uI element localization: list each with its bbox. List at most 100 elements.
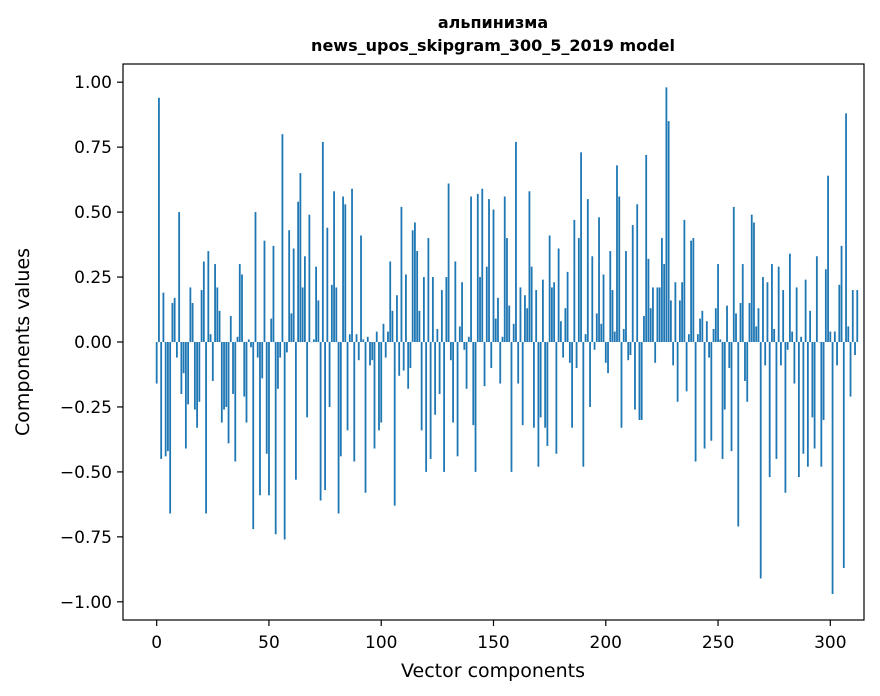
bar-280: [784, 342, 787, 493]
bar-215: [638, 342, 641, 420]
bar-121: [427, 238, 430, 342]
bar-71: [315, 266, 318, 342]
bar-263: [746, 342, 749, 402]
bar-57: [283, 342, 286, 540]
bar-133: [454, 261, 457, 342]
bar-143: [476, 193, 479, 342]
bar-171: [539, 342, 542, 418]
bar-251: [719, 339, 722, 342]
y-axis-ticks: −1.00 −0.75 −0.50 −0.25 0.00 0.25 0.50 0.75 1.00: [60, 73, 123, 613]
bar-185: [571, 342, 573, 428]
bar-266: [753, 222, 755, 342]
bar-161: [517, 342, 520, 384]
bar-82: [339, 342, 342, 457]
bar-180: [559, 321, 562, 342]
bar-102: [384, 342, 387, 358]
bar-105: [391, 310, 394, 342]
y-tick-label: 0.25: [74, 268, 112, 288]
bar-164: [524, 295, 526, 342]
bar-168: [533, 342, 535, 428]
bar-146: [483, 342, 486, 387]
bar-207: [620, 342, 623, 428]
bar-153: [499, 342, 502, 384]
bar-113: [409, 342, 412, 368]
bar-95: [369, 342, 371, 366]
bar-25: [211, 342, 214, 381]
bar-15: [189, 287, 192, 342]
y-tick-label: 0.75: [74, 138, 112, 158]
bar-257: [732, 206, 735, 342]
bar-175: [548, 235, 551, 342]
bar-138: [465, 342, 468, 389]
bar-223: [656, 287, 659, 342]
bar-34: [232, 342, 234, 394]
bar-118: [420, 342, 423, 431]
bar-221: [652, 287, 654, 342]
bar-239: [692, 238, 695, 342]
bar-42: [250, 342, 252, 348]
bar-75: [324, 342, 326, 491]
bar-270: [762, 277, 764, 342]
bar-83: [342, 196, 344, 342]
bar-308: [847, 326, 850, 342]
bar-4: [164, 342, 167, 457]
bar-54: [277, 342, 279, 389]
bar-166: [528, 191, 531, 342]
bar-216: [640, 342, 643, 420]
bar-119: [422, 277, 425, 342]
bar-150: [492, 209, 495, 342]
y-tick-label: −0.50: [60, 463, 112, 483]
bar-10: [178, 212, 181, 342]
bar-152: [497, 297, 499, 342]
bar-293: [813, 342, 816, 449]
bar-302: [833, 331, 836, 342]
bar-261: [741, 264, 744, 342]
bar-84: [344, 204, 347, 342]
bar-246: [708, 342, 710, 358]
bar-278: [780, 342, 782, 366]
bar-24: [209, 334, 212, 342]
bar-126: [438, 342, 441, 394]
bar-115: [414, 222, 416, 342]
bar-182: [564, 308, 567, 342]
bar-22: [205, 342, 207, 514]
bar-204: [613, 331, 616, 342]
bar-195: [593, 342, 596, 350]
bar-20: [200, 290, 203, 342]
bar-211: [629, 342, 632, 355]
bar-243: [701, 310, 704, 342]
bar-256: [730, 342, 733, 452]
y-tick-label: −0.75: [60, 528, 112, 548]
bar-259: [737, 342, 740, 527]
bar-275: [773, 329, 776, 342]
bar-255: [728, 342, 731, 368]
bar-214: [636, 204, 639, 342]
bar-163: [521, 342, 524, 426]
bar-301: [831, 342, 834, 595]
bar-311: [854, 342, 856, 355]
bar-137: [463, 342, 466, 350]
bar-230: [672, 342, 675, 366]
bar-26: [214, 264, 216, 342]
bar-14: [187, 342, 190, 405]
bar-224: [658, 287, 661, 342]
bar-159: [512, 323, 515, 342]
x-tick-label: 0: [151, 633, 162, 653]
bar-202: [609, 251, 612, 342]
bar-262: [744, 342, 746, 381]
bar-279: [782, 290, 785, 342]
bar-300: [829, 331, 832, 342]
bar-11: [180, 342, 183, 394]
bar-155: [503, 196, 506, 342]
bar-2: [160, 342, 163, 459]
bar-104: [389, 261, 392, 342]
bar-304: [838, 284, 841, 342]
bar-5: [167, 342, 169, 452]
y-tick-label: 0.50: [74, 203, 112, 223]
bar-39: [243, 342, 246, 397]
bar-213: [634, 342, 636, 410]
bar-305: [840, 245, 843, 342]
bar-125: [436, 329, 439, 342]
bar-101: [382, 323, 385, 342]
bar-290: [806, 342, 809, 467]
